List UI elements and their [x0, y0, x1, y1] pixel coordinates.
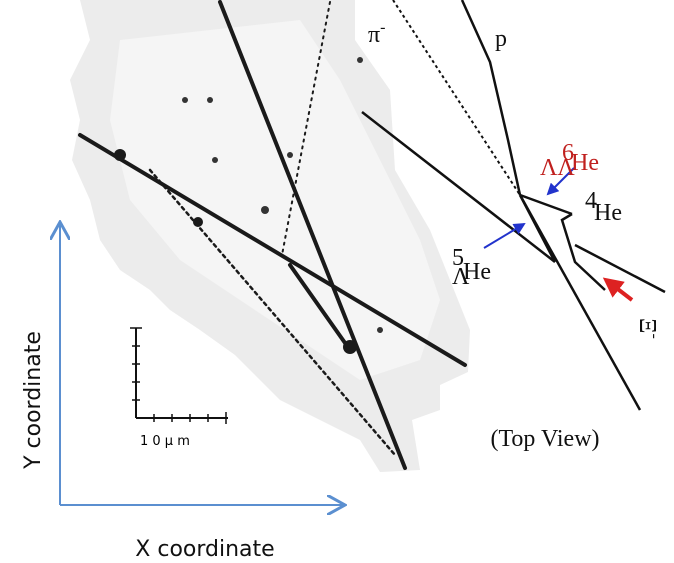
xi-symbol: Ξ	[634, 318, 660, 333]
xi-label: Ξ-	[634, 318, 663, 339]
element: He	[571, 150, 599, 176]
y-axis-label: Y coordinate	[21, 331, 46, 470]
pi-charge: -	[380, 19, 385, 36]
proton-label: p	[495, 26, 507, 52]
figure: 1 0 μ m Y coordinate X coordinate π- p 6…	[0, 0, 674, 563]
scale-label: 1 0 μ m	[140, 434, 190, 449]
double-hyper-label: 6 ΛΛ He	[540, 140, 599, 181]
he5-element: He	[463, 259, 491, 285]
emulsion-photo	[70, 0, 470, 472]
pi-symbol: π	[368, 22, 380, 48]
he4-element: He	[594, 200, 622, 226]
x-axis-label: X coordinate	[135, 537, 274, 562]
xi-charge: -	[646, 333, 663, 338]
scale-bar	[130, 328, 228, 424]
pi-label: π-	[368, 19, 385, 48]
view-label: (Top View)	[490, 426, 599, 452]
